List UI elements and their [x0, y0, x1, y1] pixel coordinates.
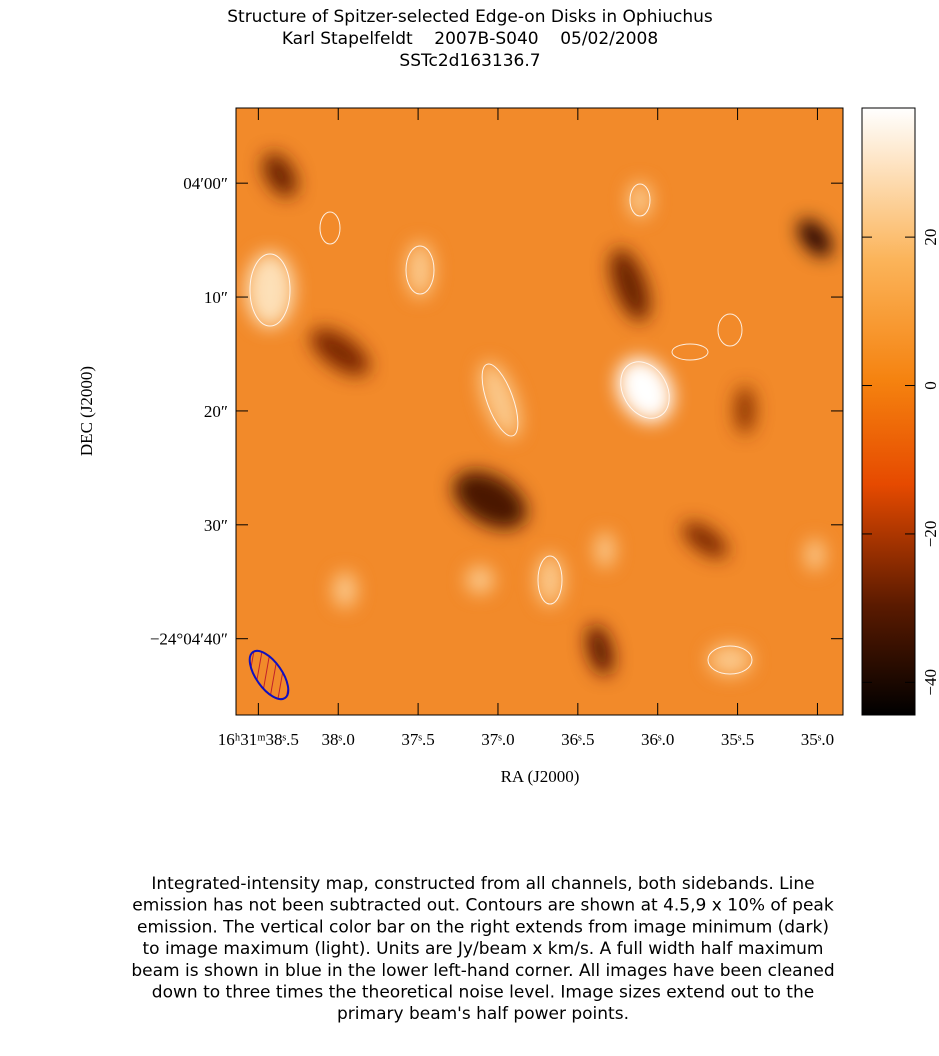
y-tick-label: −24°04′40″	[150, 630, 228, 649]
y-tick-label: 10″	[204, 288, 228, 307]
title: Structure of Spitzer-selected Edge-on Di…	[227, 7, 713, 27]
y-tick-label: 30″	[204, 516, 228, 535]
beam	[248, 649, 290, 701]
y-axis-label: DEC (J2000)	[77, 366, 96, 456]
map	[236, 108, 843, 715]
x-tick-label: 35ˢ.5	[721, 730, 754, 749]
caption-line: beam is shown in blue in the lower left-…	[131, 961, 834, 981]
y-tick-label: 20″	[204, 402, 228, 421]
colorbar-tick-label: 0	[921, 381, 939, 390]
x-tick-label: 35ˢ.0	[801, 730, 834, 749]
map-frame	[235, 107, 844, 716]
x-tick-label: 36ˢ.5	[561, 730, 594, 749]
x-tick-label: 37ˢ.5	[401, 730, 434, 749]
caption-line: Integrated-intensity map, constructed fr…	[151, 874, 814, 894]
x-tick-label: 37ˢ.0	[481, 730, 514, 749]
x-tick-label: 38ˢ.0	[322, 730, 355, 749]
caption-line: down to three times the theoretical nois…	[152, 983, 814, 1003]
caption-line: emission. The vertical color bar on the …	[137, 917, 829, 937]
colorbar-tick-label: 20	[921, 229, 939, 246]
subtitle: Karl Stapelfeldt 2007B-S040 05/02/2008	[282, 29, 658, 49]
colorbar-tick-label: −40	[921, 669, 939, 696]
x-axis-label: RA (J2000)	[501, 767, 580, 786]
caption-line: to image maximum (light). Units are Jy/b…	[143, 939, 824, 959]
caption-line: primary beam's half power points.	[337, 1004, 629, 1024]
x-tick-label: 16ʰ31ᵐ38ˢ.5	[218, 730, 299, 749]
source-name: SSTc2d163136.7	[399, 51, 540, 71]
colorbar-tick-label: −20	[921, 521, 939, 548]
colorbar	[861, 107, 916, 716]
x-tick-label: 36ˢ.0	[641, 730, 674, 749]
caption-line: emission has not been subtracted out. Co…	[132, 896, 834, 916]
y-tick-label: 04′00″	[183, 174, 228, 193]
